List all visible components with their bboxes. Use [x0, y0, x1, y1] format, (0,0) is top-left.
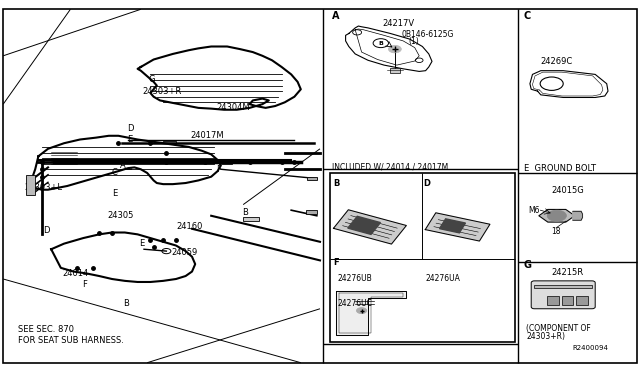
Bar — [221, 161, 232, 164]
Text: 24276UB: 24276UB — [338, 274, 372, 283]
Text: B: B — [242, 208, 248, 217]
Text: INCLUDED W/ 24014 / 24017M: INCLUDED W/ 24014 / 24017M — [332, 162, 448, 171]
Text: E: E — [112, 189, 117, 198]
Polygon shape — [530, 71, 608, 97]
Bar — [390, 68, 400, 73]
Text: F: F — [216, 165, 221, 174]
Text: 24304M: 24304M — [216, 103, 250, 112]
Text: E  GROUND BOLT: E GROUND BOLT — [524, 164, 595, 173]
Bar — [576, 296, 588, 305]
Bar — [306, 210, 317, 214]
Text: C: C — [112, 169, 118, 177]
Text: 24217V: 24217V — [383, 19, 415, 28]
Circle shape — [547, 210, 566, 221]
Text: R2400094: R2400094 — [573, 345, 609, 351]
Text: E: E — [127, 135, 132, 144]
Text: G: G — [148, 76, 155, 84]
Bar — [307, 177, 317, 180]
Polygon shape — [138, 46, 301, 110]
Text: D: D — [127, 124, 133, 133]
Text: FOR SEAT SUB HARNESS.: FOR SEAT SUB HARNESS. — [18, 336, 124, 345]
Text: SEE SEC. 870: SEE SEC. 870 — [18, 325, 74, 334]
Text: D: D — [44, 226, 50, 235]
Text: A: A — [120, 161, 126, 170]
Text: A: A — [332, 11, 339, 20]
Text: 24303+R: 24303+R — [142, 87, 181, 96]
Text: C: C — [524, 11, 531, 20]
Bar — [547, 296, 559, 305]
Text: G: G — [524, 260, 531, 270]
Text: 24276UA: 24276UA — [426, 274, 460, 283]
Bar — [534, 285, 592, 288]
Polygon shape — [51, 232, 195, 282]
Polygon shape — [539, 209, 575, 222]
Bar — [163, 160, 176, 164]
Text: 24276UC: 24276UC — [338, 299, 372, 308]
Polygon shape — [348, 216, 380, 234]
Text: 24014: 24014 — [63, 269, 89, 278]
Text: F: F — [333, 258, 339, 267]
Text: 24059: 24059 — [172, 248, 198, 257]
Polygon shape — [333, 210, 406, 244]
Text: 24305: 24305 — [108, 211, 134, 220]
Bar — [243, 217, 259, 221]
Text: B: B — [378, 41, 383, 46]
Bar — [122, 165, 131, 169]
Text: M6: M6 — [528, 206, 540, 215]
Circle shape — [388, 45, 401, 53]
Text: 24160: 24160 — [176, 222, 202, 231]
Text: (COMPONENT OF: (COMPONENT OF — [526, 324, 591, 333]
Bar — [562, 296, 573, 305]
Text: D: D — [424, 179, 431, 187]
Text: 24215R: 24215R — [552, 268, 584, 277]
Polygon shape — [573, 211, 582, 220]
FancyBboxPatch shape — [531, 281, 595, 309]
Text: 24269C: 24269C — [541, 57, 573, 66]
Text: B: B — [124, 299, 129, 308]
Polygon shape — [426, 213, 490, 241]
Polygon shape — [32, 136, 221, 190]
Polygon shape — [346, 26, 432, 71]
Bar — [330, 173, 515, 342]
Text: 18: 18 — [552, 227, 561, 236]
Text: 24303+L: 24303+L — [24, 183, 62, 192]
Text: F: F — [82, 280, 87, 289]
Text: 24015G: 24015G — [552, 186, 584, 195]
Polygon shape — [440, 219, 465, 233]
Text: 24017M: 24017M — [191, 131, 225, 140]
Text: E: E — [140, 239, 145, 248]
Circle shape — [356, 308, 367, 314]
Text: 24303+R): 24303+R) — [526, 332, 565, 341]
Text: 0B146-6125G: 0B146-6125G — [402, 30, 454, 39]
Text: B: B — [333, 179, 339, 187]
Polygon shape — [336, 291, 406, 335]
Text: (1): (1) — [408, 37, 419, 46]
Bar — [163, 141, 176, 146]
Bar — [26, 175, 35, 195]
